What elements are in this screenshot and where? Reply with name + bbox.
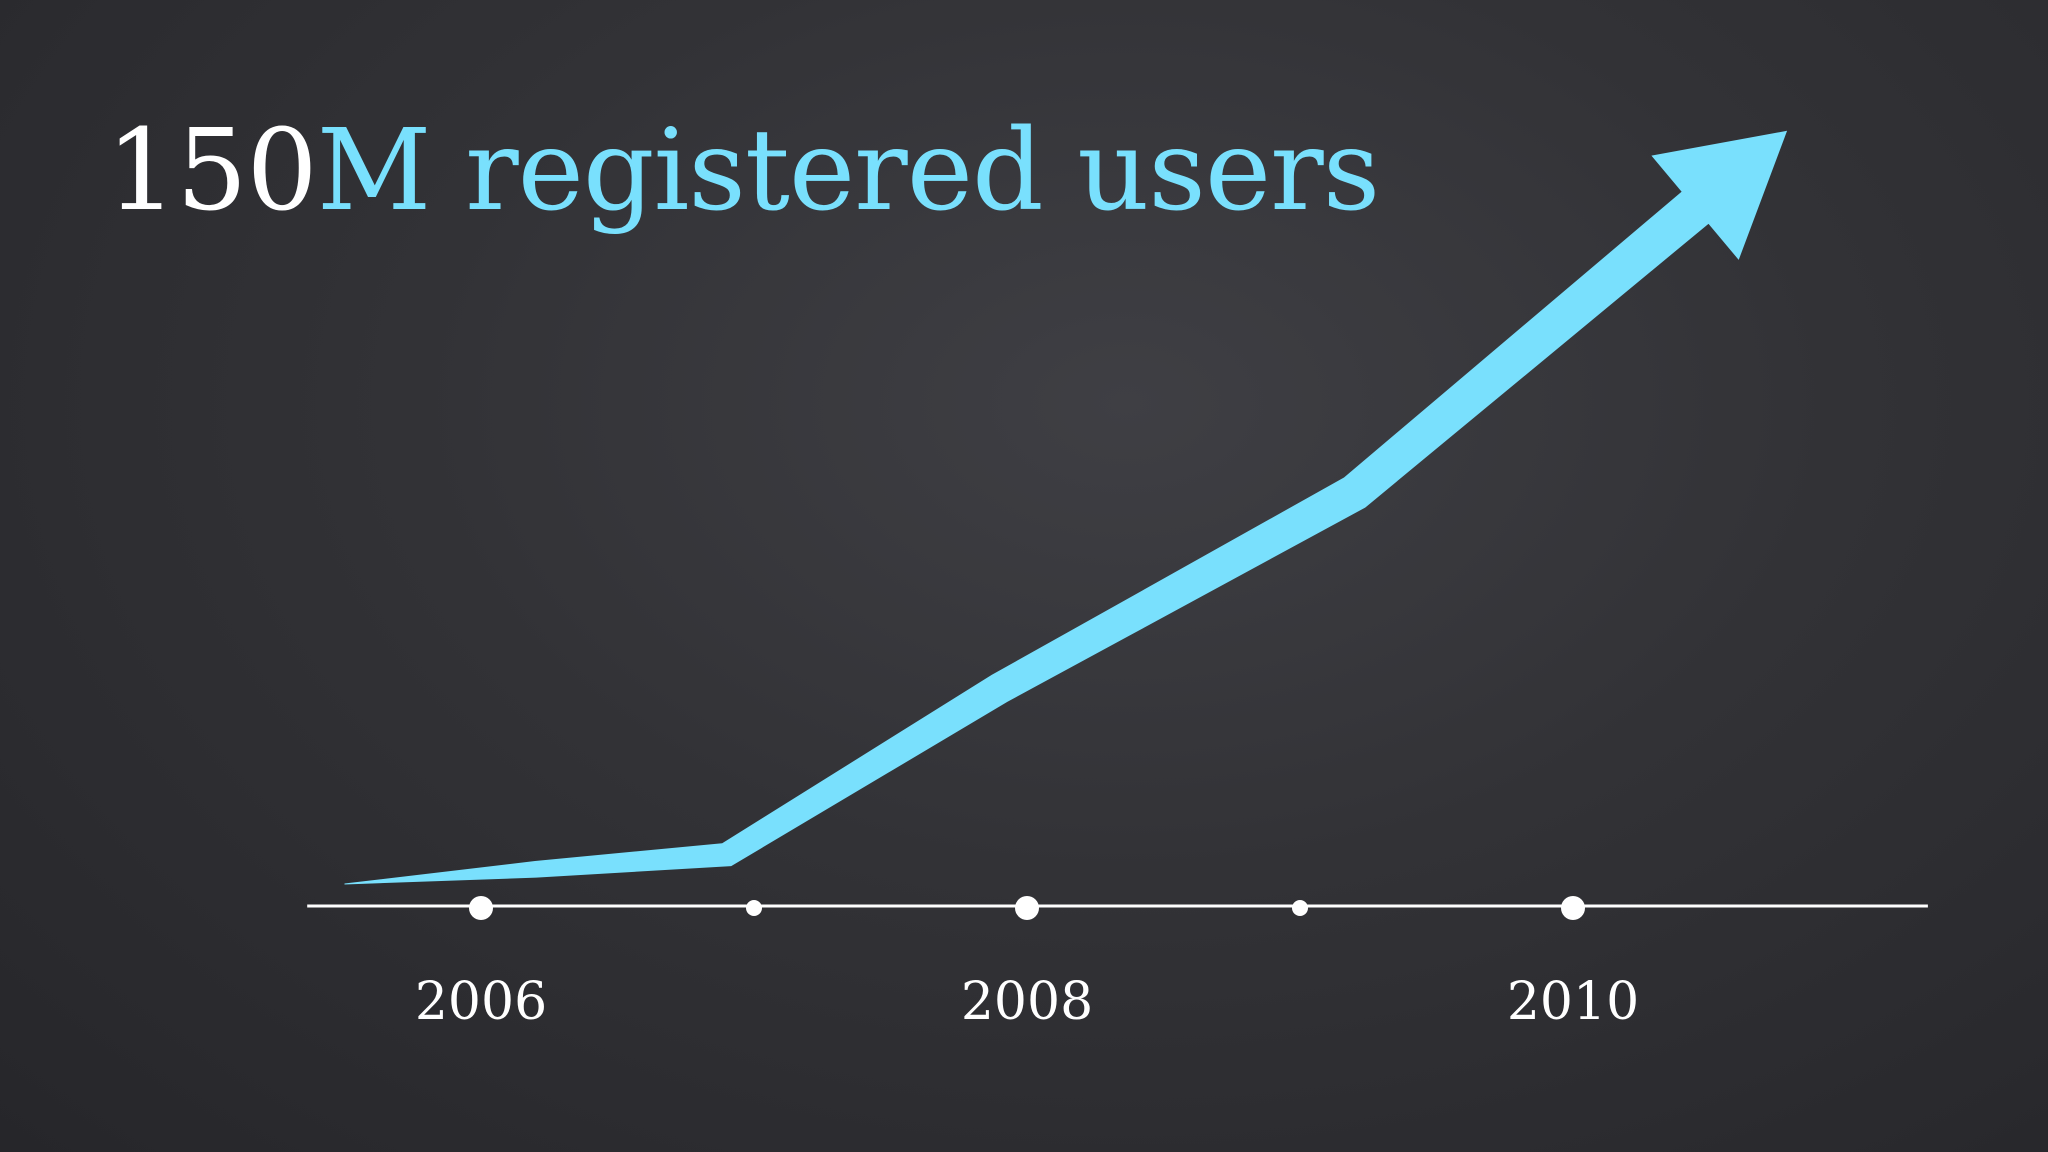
x-tick-major-2010 [1561, 896, 1585, 920]
x-tick-major-2008 [1015, 896, 1039, 920]
x-tick-minor-2007 [746, 900, 762, 916]
x-tick-label-2006: 2006 [415, 972, 547, 1032]
arrowhead-icon [1651, 130, 1788, 260]
title-text: M registered users [316, 106, 1380, 236]
x-tick-major-2006 [469, 896, 493, 920]
x-tick-label-2010: 2010 [1507, 972, 1639, 1032]
chart-title: 150M registered users [106, 109, 1380, 233]
growth-line [344, 183, 1719, 885]
x-tick-label-2008: 2008 [961, 972, 1093, 1032]
x-axis-ticks [469, 896, 1585, 920]
x-tick-minor-2009 [1292, 900, 1308, 916]
x-axis-tick-labels: 2006 2008 2010 [415, 972, 1639, 1032]
title-number: 150 [106, 106, 318, 236]
